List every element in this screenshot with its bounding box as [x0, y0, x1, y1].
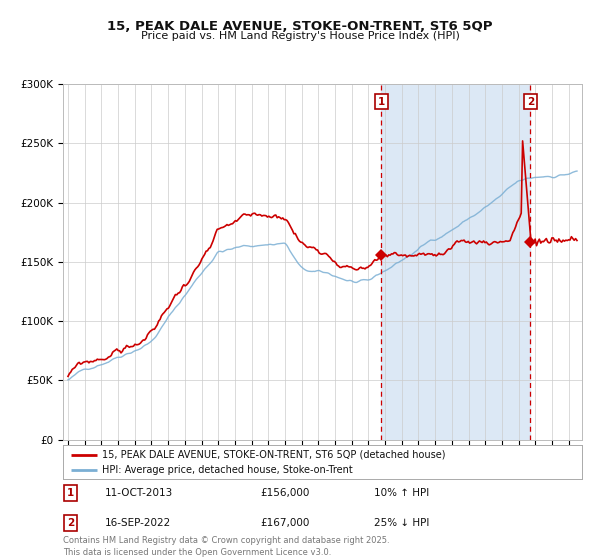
Text: 10% ↑ HPI: 10% ↑ HPI	[374, 488, 430, 498]
Text: 2: 2	[527, 97, 534, 107]
Text: 25% ↓ HPI: 25% ↓ HPI	[374, 518, 430, 528]
Text: £167,000: £167,000	[260, 518, 310, 528]
Text: 15, PEAK DALE AVENUE, STOKE-ON-TRENT, ST6 5QP (detached house): 15, PEAK DALE AVENUE, STOKE-ON-TRENT, ST…	[102, 450, 445, 460]
Text: 15, PEAK DALE AVENUE, STOKE-ON-TRENT, ST6 5QP: 15, PEAK DALE AVENUE, STOKE-ON-TRENT, ST…	[107, 20, 493, 32]
Text: 1: 1	[67, 488, 74, 498]
Text: HPI: Average price, detached house, Stoke-on-Trent: HPI: Average price, detached house, Stok…	[102, 465, 353, 475]
Text: £156,000: £156,000	[260, 488, 310, 498]
Text: 2: 2	[67, 518, 74, 528]
Text: 1: 1	[378, 97, 385, 107]
Text: Contains HM Land Registry data © Crown copyright and database right 2025.
This d: Contains HM Land Registry data © Crown c…	[63, 536, 389, 557]
Bar	[382, 84, 530, 440]
Text: 11-OCT-2013: 11-OCT-2013	[104, 488, 173, 498]
Text: 16-SEP-2022: 16-SEP-2022	[104, 518, 171, 528]
Text: Price paid vs. HM Land Registry's House Price Index (HPI): Price paid vs. HM Land Registry's House …	[140, 31, 460, 41]
